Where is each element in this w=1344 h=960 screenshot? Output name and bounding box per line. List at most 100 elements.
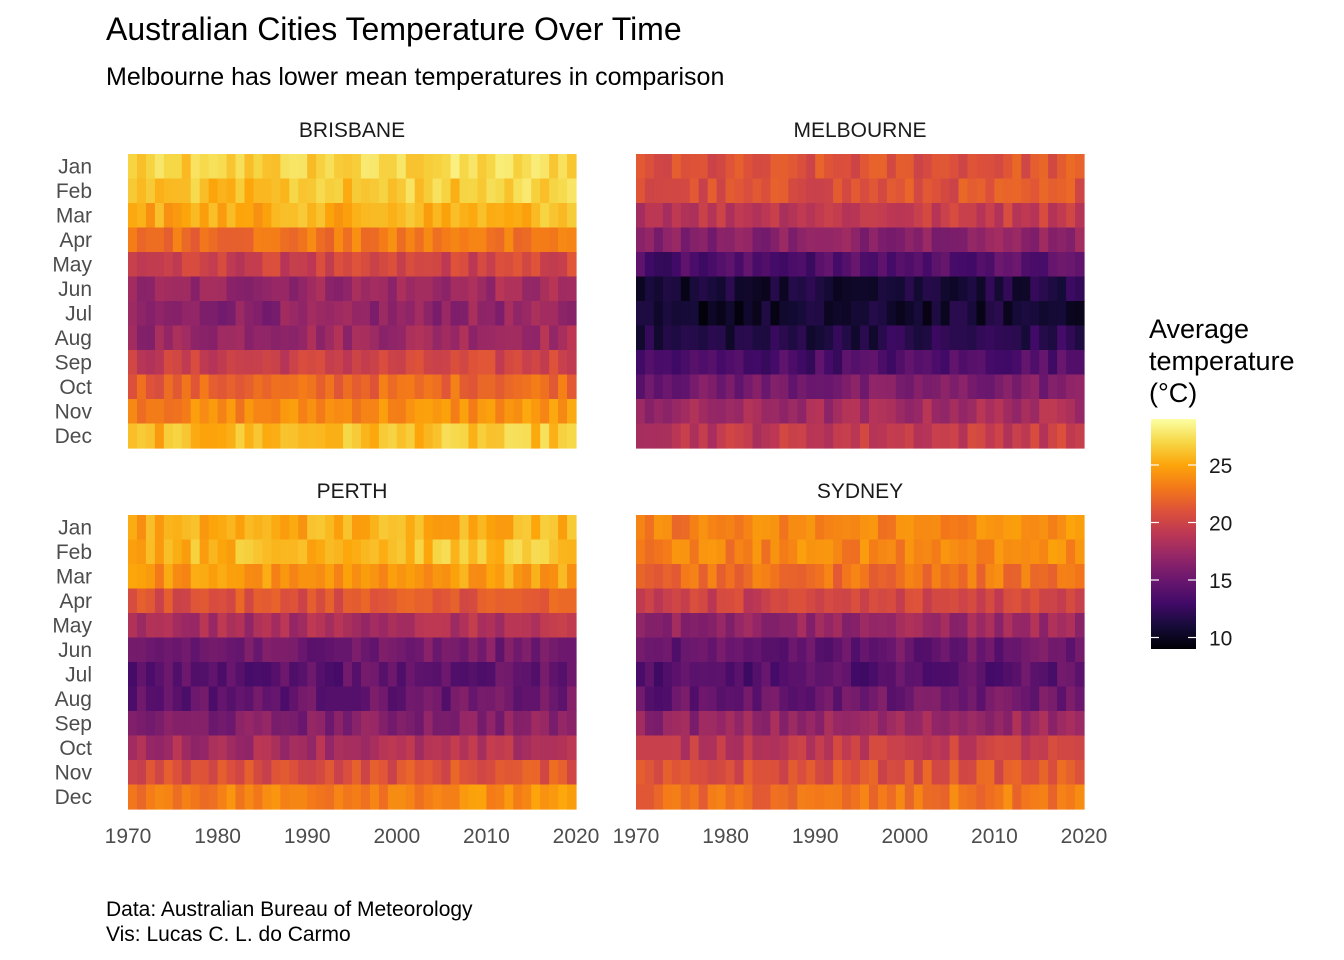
heatmap-cell — [797, 350, 807, 376]
heatmap-cell — [567, 423, 577, 449]
heatmap-cell — [1075, 711, 1085, 737]
heatmap-cell — [886, 374, 897, 400]
heatmap-cell — [289, 588, 299, 614]
heatmap-cell — [958, 686, 969, 712]
heatmap-cell — [136, 686, 147, 712]
heatmap-cell — [707, 276, 718, 302]
heatmap-cell — [369, 784, 380, 810]
heatmap-cell — [644, 227, 655, 253]
heatmap-cell — [298, 711, 308, 737]
heatmap-cell — [217, 252, 228, 278]
heatmap-cell — [522, 735, 532, 761]
heatmap-cell — [441, 760, 452, 786]
heatmap-cell — [271, 325, 281, 351]
heatmap-cell — [1039, 203, 1049, 229]
heatmap-cell — [671, 374, 682, 400]
heatmap-cell — [172, 515, 183, 541]
heatmap-cell — [931, 735, 942, 761]
heatmap-cell — [522, 276, 532, 302]
heatmap-cell — [680, 154, 691, 180]
heatmap-cell — [325, 564, 335, 590]
y-tick-label: Aug — [55, 688, 92, 711]
heatmap-cell — [369, 423, 380, 449]
heatmap-cell — [369, 613, 380, 639]
heatmap-cell — [1066, 301, 1076, 327]
heatmap-cell — [752, 760, 763, 786]
heatmap-cell — [423, 711, 434, 737]
heatmap-cell — [644, 711, 655, 737]
heatmap-cell — [477, 399, 487, 425]
heatmap-cell — [405, 325, 416, 351]
heatmap-cell — [1057, 423, 1067, 449]
heatmap-cell — [513, 203, 523, 229]
heatmap-cell — [253, 399, 263, 425]
heatmap-cell — [513, 515, 523, 541]
heatmap-cell — [136, 637, 147, 663]
heatmap-cell — [770, 539, 780, 565]
heatmap-cell — [1021, 613, 1031, 639]
heatmap-cell — [949, 613, 960, 639]
heatmap-cell — [895, 325, 906, 351]
heatmap-cell — [334, 515, 344, 541]
heatmap-cell — [495, 203, 505, 229]
heatmap-cell — [190, 686, 201, 712]
heatmap-cell — [842, 178, 852, 204]
legend-tick-label: 20 — [1209, 513, 1232, 536]
heatmap-cell — [495, 662, 505, 688]
heatmap-cell — [477, 760, 487, 786]
heatmap-cell — [226, 350, 237, 376]
heatmap-cell — [716, 325, 727, 351]
heatmap-cell — [877, 613, 888, 639]
heatmap-cell — [1030, 686, 1040, 712]
heatmap-cell — [922, 613, 933, 639]
heatmap-cell — [770, 735, 780, 761]
heatmap-cell — [725, 613, 736, 639]
heatmap-cell — [671, 276, 682, 302]
heatmap-cell — [128, 613, 138, 639]
heatmap-cell — [271, 154, 281, 180]
heatmap-cell — [1021, 735, 1031, 761]
heatmap-cell — [868, 252, 879, 278]
heatmap-cell — [271, 178, 281, 204]
heatmap-cell — [145, 276, 156, 302]
heatmap-cell — [671, 203, 682, 229]
heatmap-cell — [289, 350, 299, 376]
heatmap-cell — [495, 325, 505, 351]
chart-title: Australian Cities Temperature Over Time — [106, 11, 682, 47]
heatmap-cell — [145, 588, 156, 614]
legend-tick-label: 25 — [1209, 455, 1232, 478]
heatmap-cell — [949, 662, 960, 688]
heatmap-cell — [752, 539, 763, 565]
heatmap-cell — [136, 515, 147, 541]
heatmap-cell — [653, 784, 664, 810]
heatmap-cell — [280, 613, 290, 639]
heatmap-cell — [824, 301, 834, 327]
heatmap-cell — [940, 637, 951, 663]
heatmap-cell — [280, 154, 290, 180]
heatmap-cell — [815, 301, 825, 327]
heatmap-cell — [450, 711, 461, 737]
heatmap-cell — [940, 711, 951, 737]
heatmap-cell — [788, 637, 798, 663]
heatmap-cell — [671, 178, 682, 204]
heatmap-cell — [190, 423, 201, 449]
heatmap-cell — [459, 399, 470, 425]
heatmap-cell — [698, 539, 709, 565]
heatmap-cell — [244, 178, 255, 204]
heatmap-cell — [976, 735, 987, 761]
heatmap-cell — [904, 154, 915, 180]
heatmap-cell — [334, 662, 344, 688]
heatmap-cell — [644, 350, 655, 376]
heatmap-cell — [958, 227, 969, 253]
heatmap-cell — [1039, 276, 1049, 302]
heatmap-cell — [145, 350, 156, 376]
heatmap-cell — [540, 735, 550, 761]
heatmap-cell — [976, 784, 987, 810]
heatmap-cell — [689, 374, 700, 400]
heatmap-cell — [513, 686, 523, 712]
heatmap-cell — [833, 760, 843, 786]
heatmap-cell — [815, 350, 825, 376]
heatmap-cell — [145, 374, 156, 400]
heatmap-cell — [877, 154, 888, 180]
